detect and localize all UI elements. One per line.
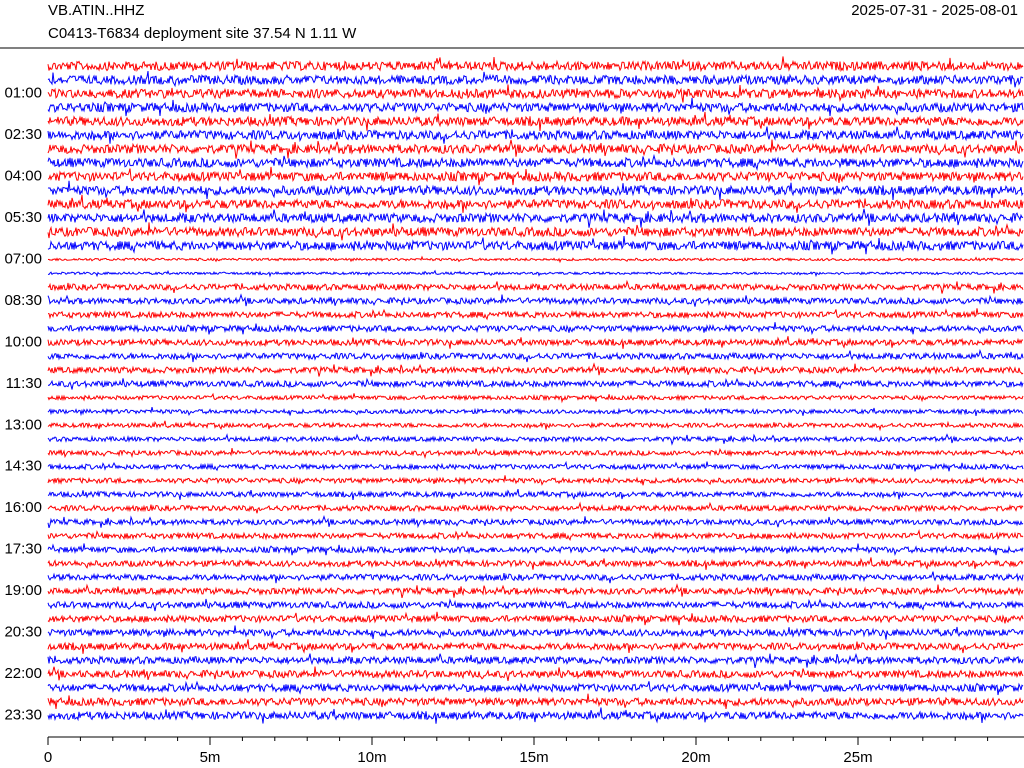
- trace: [47, 56, 1024, 73]
- site-subtitle: C0413-T6834 deployment site 37.54 N 1.11…: [48, 25, 357, 42]
- x-tick-label: 5m: [200, 749, 221, 766]
- trace: [48, 166, 1024, 186]
- trace: [47, 652, 1024, 669]
- row-label: 01:00: [4, 85, 42, 102]
- row-label: 10:00: [4, 333, 42, 350]
- trace: [47, 460, 1024, 472]
- x-tick-label: 0: [44, 749, 52, 766]
- trace: [47, 126, 1024, 144]
- row-label: 11:30: [6, 375, 42, 392]
- row-label: 19:00: [4, 582, 42, 599]
- trace: [47, 322, 1024, 336]
- trace: [47, 336, 1024, 349]
- row-label: 13:00: [4, 416, 42, 433]
- trace: [47, 679, 1024, 696]
- trace: [47, 693, 1024, 709]
- trace: [47, 97, 1024, 117]
- row-label: 20:30: [4, 624, 42, 641]
- trace: [47, 543, 1024, 556]
- trace: [47, 625, 1024, 640]
- trace: [47, 501, 1024, 514]
- station-title: VB.ATIN..HHZ: [48, 2, 144, 19]
- trace: [47, 139, 1024, 159]
- trace: [47, 71, 1024, 88]
- trace: [47, 666, 1024, 681]
- row-label: 23:30: [4, 707, 42, 724]
- trace: [47, 279, 1024, 294]
- trace: [47, 392, 1024, 404]
- trace: [47, 111, 1024, 131]
- trace: [47, 707, 1024, 724]
- row-label: 02:30: [4, 126, 42, 143]
- trace: [47, 153, 1024, 172]
- x-tick-label: 25m: [843, 749, 872, 766]
- row-label: 14:30: [4, 458, 42, 475]
- row-label: 04:00: [4, 168, 42, 185]
- trace: [47, 557, 1024, 570]
- row-label: 22:00: [4, 665, 42, 682]
- trace: [47, 475, 1024, 486]
- trace: [47, 208, 1024, 228]
- trace: [47, 235, 1024, 255]
- trace: [47, 348, 1024, 363]
- row-label: 07:00: [4, 250, 42, 267]
- row-label: 17:30: [4, 541, 42, 558]
- x-tick-label: 20m: [681, 749, 710, 766]
- date-range: 2025-07-31 - 2025-08-01: [851, 2, 1018, 19]
- row-label: 08:30: [4, 292, 42, 309]
- trace: [47, 255, 1024, 264]
- trace: [47, 598, 1024, 612]
- trace: [47, 515, 1024, 529]
- trace: [47, 420, 1024, 432]
- trace: [47, 488, 1024, 500]
- trace: [47, 180, 1024, 201]
- trace: [47, 377, 1024, 390]
- trace: [47, 529, 1024, 542]
- trace: [48, 308, 1024, 321]
- trace: [47, 362, 1024, 377]
- x-tick-label: 10m: [357, 749, 386, 766]
- trace: [47, 583, 1024, 599]
- trace: [47, 293, 1024, 307]
- trace: [47, 269, 1024, 278]
- row-label: 05:30: [4, 209, 42, 226]
- trace: [47, 433, 1024, 446]
- trace: [47, 448, 1024, 460]
- trace: [47, 406, 1024, 417]
- row-label: 16:00: [4, 499, 42, 516]
- trace: [47, 84, 1024, 103]
- trace: [47, 639, 1024, 654]
- x-tick-label: 15m: [519, 749, 548, 766]
- trace: [47, 611, 1024, 626]
- trace: [47, 571, 1024, 584]
- trace: [47, 222, 1024, 241]
- trace: [47, 194, 1024, 213]
